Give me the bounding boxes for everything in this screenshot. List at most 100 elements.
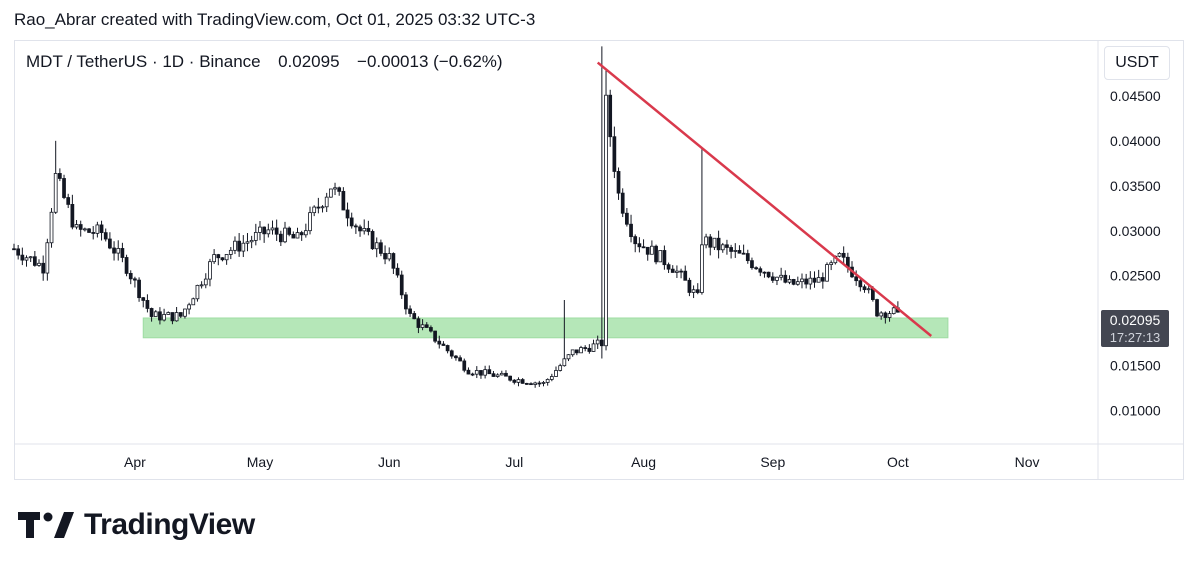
candle[interactable] bbox=[708, 234, 713, 256]
candle[interactable] bbox=[337, 186, 342, 196]
candle[interactable] bbox=[700, 148, 704, 295]
candle[interactable] bbox=[133, 276, 137, 288]
candle[interactable] bbox=[829, 260, 834, 271]
candle[interactable] bbox=[387, 247, 392, 262]
candle[interactable] bbox=[303, 223, 308, 238]
candle[interactable] bbox=[270, 220, 275, 235]
candle[interactable] bbox=[145, 294, 150, 313]
candle[interactable] bbox=[816, 269, 821, 283]
candle[interactable] bbox=[612, 126, 617, 179]
candle[interactable] bbox=[524, 382, 529, 385]
candle[interactable] bbox=[74, 219, 79, 230]
candle[interactable] bbox=[62, 174, 66, 200]
candle[interactable] bbox=[704, 233, 708, 249]
candle[interactable] bbox=[208, 258, 212, 287]
candle[interactable] bbox=[549, 373, 554, 382]
candle[interactable] bbox=[266, 223, 271, 238]
candle[interactable] bbox=[258, 221, 262, 241]
candle[interactable] bbox=[883, 311, 888, 324]
candle[interactable] bbox=[429, 325, 433, 333]
candle[interactable] bbox=[637, 237, 642, 253]
candle[interactable] bbox=[170, 312, 175, 325]
candle[interactable] bbox=[41, 255, 46, 281]
candle[interactable] bbox=[141, 297, 146, 308]
candle[interactable] bbox=[466, 367, 471, 375]
candle[interactable] bbox=[725, 239, 729, 255]
candle[interactable] bbox=[299, 230, 304, 241]
candle[interactable] bbox=[399, 270, 404, 299]
candle[interactable] bbox=[458, 355, 462, 362]
candle[interactable] bbox=[587, 344, 592, 354]
candle[interactable] bbox=[95, 221, 100, 238]
candle[interactable] bbox=[812, 271, 817, 288]
candle[interactable] bbox=[741, 244, 746, 255]
candle[interactable] bbox=[166, 311, 171, 315]
candle[interactable] bbox=[287, 226, 292, 237]
candle[interactable] bbox=[87, 228, 91, 233]
candle[interactable] bbox=[720, 242, 725, 253]
tradingview-logo[interactable]: TradingView bbox=[18, 508, 255, 542]
candle[interactable] bbox=[224, 254, 229, 265]
candle[interactable] bbox=[212, 249, 216, 264]
candle[interactable] bbox=[491, 370, 496, 377]
candle[interactable] bbox=[28, 256, 33, 262]
price-unit-button[interactable]: USDT bbox=[1104, 46, 1170, 80]
candle[interactable] bbox=[862, 284, 867, 293]
candle[interactable] bbox=[174, 306, 179, 322]
candle[interactable] bbox=[199, 281, 204, 289]
candle[interactable] bbox=[112, 241, 116, 261]
candle[interactable] bbox=[687, 277, 692, 297]
candle[interactable] bbox=[20, 247, 25, 266]
candle[interactable] bbox=[37, 259, 41, 267]
candle[interactable] bbox=[625, 208, 629, 227]
candle[interactable] bbox=[499, 370, 504, 376]
candle[interactable] bbox=[137, 277, 141, 302]
candle[interactable] bbox=[274, 219, 279, 241]
candle[interactable] bbox=[737, 245, 742, 254]
candle[interactable] bbox=[433, 330, 437, 344]
candle[interactable] bbox=[412, 310, 417, 320]
candle[interactable] bbox=[574, 349, 579, 356]
candle[interactable] bbox=[191, 297, 196, 306]
candle[interactable] bbox=[178, 312, 183, 319]
candle[interactable] bbox=[162, 308, 166, 322]
candle[interactable] bbox=[316, 197, 321, 214]
candle[interactable] bbox=[333, 182, 337, 196]
candle[interactable] bbox=[441, 341, 446, 346]
candle[interactable] bbox=[783, 270, 788, 284]
candle[interactable] bbox=[253, 223, 258, 246]
candle[interactable] bbox=[99, 220, 104, 241]
candle[interactable] bbox=[554, 366, 558, 377]
candle[interactable] bbox=[262, 226, 267, 243]
candle[interactable] bbox=[804, 273, 809, 289]
candle[interactable] bbox=[187, 302, 191, 315]
candle[interactable] bbox=[733, 243, 738, 258]
candle[interactable] bbox=[479, 370, 483, 379]
candle[interactable] bbox=[658, 250, 663, 263]
candle[interactable] bbox=[283, 221, 287, 244]
candle[interactable] bbox=[675, 265, 679, 278]
candle[interactable] bbox=[770, 272, 775, 283]
candle[interactable] bbox=[750, 257, 754, 270]
candle[interactable] bbox=[228, 247, 233, 260]
candle[interactable] bbox=[391, 252, 396, 275]
candle[interactable] bbox=[887, 310, 892, 322]
candle[interactable] bbox=[591, 339, 596, 352]
candle[interactable] bbox=[729, 244, 733, 259]
candle[interactable] bbox=[562, 300, 567, 367]
candle[interactable] bbox=[633, 234, 638, 253]
candle[interactable] bbox=[374, 237, 379, 258]
candle[interactable] bbox=[512, 379, 517, 385]
candle[interactable] bbox=[504, 370, 508, 377]
candle[interactable] bbox=[716, 230, 721, 259]
candle[interactable] bbox=[654, 244, 658, 265]
candle[interactable] bbox=[295, 227, 300, 239]
candle[interactable] bbox=[370, 229, 375, 250]
candle[interactable] bbox=[558, 363, 563, 372]
candle[interactable] bbox=[241, 235, 246, 258]
candle[interactable] bbox=[650, 240, 654, 255]
candle[interactable] bbox=[579, 345, 583, 354]
candle[interactable] bbox=[541, 380, 546, 387]
candle[interactable] bbox=[808, 271, 813, 290]
